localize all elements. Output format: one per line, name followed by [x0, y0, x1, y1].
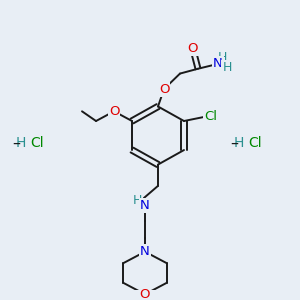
Text: H: H: [132, 194, 142, 207]
Text: –: –: [12, 136, 20, 151]
Text: Cl: Cl: [248, 136, 262, 150]
Text: Cl: Cl: [205, 110, 218, 123]
Text: O: O: [159, 82, 169, 96]
Text: N: N: [140, 245, 150, 258]
Text: N: N: [213, 57, 223, 70]
Text: O: O: [109, 105, 119, 118]
Text: H: H: [16, 136, 26, 150]
Text: H: H: [222, 61, 232, 74]
Text: O: O: [140, 288, 150, 300]
Text: H: H: [217, 51, 227, 64]
Text: –: –: [230, 136, 238, 151]
Text: O: O: [188, 42, 198, 55]
Text: Cl: Cl: [30, 136, 43, 150]
Text: N: N: [140, 199, 150, 212]
Text: H: H: [234, 136, 244, 150]
Text: N: N: [140, 245, 150, 258]
